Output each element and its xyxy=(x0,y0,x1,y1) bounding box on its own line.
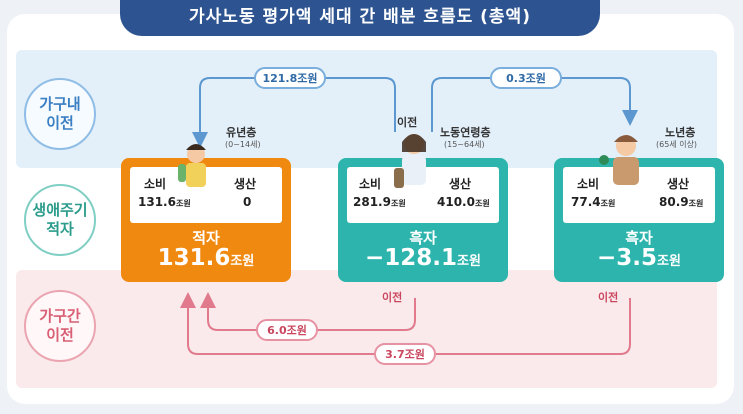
transfer-between-youth-amount: 6.0조원 xyxy=(256,319,318,341)
working-production-label: 생산 xyxy=(449,177,472,191)
transfer-within-elderly-amount: 0.3조원 xyxy=(490,67,562,89)
youth-consumption-value: 131.6조원 xyxy=(138,195,191,209)
working-consumption-value: 281.9조원 xyxy=(353,195,406,209)
elderly-status: 흑자 xyxy=(625,229,653,247)
youth-production-value: 0 xyxy=(243,195,252,209)
working-production-value: 410.0조원 xyxy=(437,195,490,209)
lifecycle-deficit-label: 생애주기 적자 xyxy=(24,184,96,256)
working-group-age: (15~64세) xyxy=(444,140,485,149)
youth-group-age: (0~14세) xyxy=(225,140,261,149)
child-figure-icon xyxy=(178,144,206,187)
youth-status: 적자 xyxy=(192,229,220,247)
transfer-within-youth-amount: 121.8조원 xyxy=(254,67,326,89)
page-title: 가사노동 평가액 세대 간 배분 흐름도 (총액) xyxy=(120,0,600,36)
adult-figure-icon xyxy=(394,134,426,188)
working-consumption-label: 소비 xyxy=(359,177,382,191)
working-group-name: 노동연령층 xyxy=(440,126,491,139)
youth-card: 소비 131.6조원 생산 0 적자 131.6조원 xyxy=(121,158,291,282)
youth-balance: 131.6조원 xyxy=(157,245,255,271)
elderly-production-label: 생산 xyxy=(667,177,690,191)
elderly-production-value: 80.9조원 xyxy=(659,195,704,209)
elderly-group-age: (65세 이상) xyxy=(656,140,698,149)
within-household-label: 가구내 이전 xyxy=(24,78,96,150)
youth-consumption-label: 소비 xyxy=(144,177,167,191)
working-balance: −128.1조원 xyxy=(365,245,481,271)
youth-production-label: 생산 xyxy=(234,177,257,191)
elderly-figure-icon xyxy=(599,135,639,185)
transfer-word-within: 이전 xyxy=(397,116,418,129)
within-household-band xyxy=(16,50,717,168)
elderly-consumption-value: 77.4조원 xyxy=(571,195,616,209)
elderly-balance: −3.5조원 xyxy=(597,245,681,271)
working-status: 흑자 xyxy=(409,229,437,247)
transfer-word-between-working: 이전 xyxy=(382,291,403,304)
transfer-elderly-youth-amount: 3.7조원 xyxy=(374,343,436,365)
transfer-word-between-elderly: 이전 xyxy=(598,291,619,304)
between-household-label: 가구간 이전 xyxy=(24,290,96,362)
youth-group-name: 유년층 xyxy=(226,126,257,139)
elderly-group-name: 노년층 xyxy=(665,126,696,139)
elderly-consumption-label: 소비 xyxy=(577,177,600,191)
youth-card-values: 소비 131.6조원 생산 0 xyxy=(130,167,282,223)
